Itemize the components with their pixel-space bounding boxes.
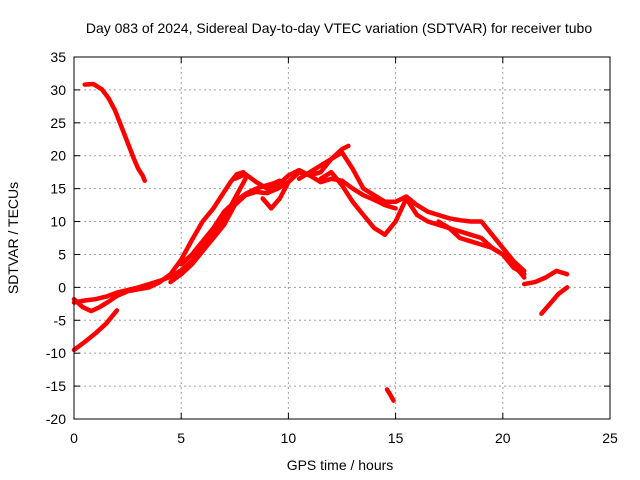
series-arc-5	[168, 179, 291, 285]
y-tick-label: 15	[50, 181, 66, 197]
series-arc-11	[436, 219, 527, 280]
x-tick-label: 0	[70, 430, 78, 446]
x-tick-label: 20	[495, 430, 511, 446]
x-tick-label: 15	[388, 430, 404, 446]
y-tick-label: 25	[50, 115, 66, 131]
y-tick-label: 5	[58, 246, 66, 262]
y-tick-label: 35	[50, 49, 66, 65]
y-tick-label: -15	[46, 378, 66, 394]
y-tick-label: 20	[50, 148, 66, 164]
series-arc-14	[384, 387, 396, 403]
data-series	[71, 81, 570, 403]
y-tick-label: 0	[58, 279, 66, 295]
series-arc-1	[82, 81, 148, 183]
series-arc-13	[539, 285, 570, 316]
series-arc-7	[232, 167, 398, 211]
y-tick-label: -20	[46, 411, 66, 427]
series-arc-2	[71, 308, 120, 353]
y-tick-label: -5	[54, 312, 67, 328]
series-arc-9	[296, 150, 527, 274]
y-tick-label: 30	[50, 82, 66, 98]
chart-title: Day 083 of 2024, Sidereal Day-to-day VTE…	[86, 20, 593, 36]
plot-frame	[73, 56, 611, 420]
x-tick-label: 10	[281, 430, 297, 446]
series-arc-4	[71, 176, 248, 305]
gridlines	[74, 57, 610, 419]
series-arc-12	[521, 268, 570, 287]
axis-ticks: 0 5 10 15 20 25 -20 -15 -10 -5 0 5 10 15 20 25 30 35	[46, 49, 618, 446]
y-axis-label: SDTVAR / TECUs	[5, 182, 21, 294]
y-tick-label: -10	[46, 345, 66, 361]
x-tick-label: 5	[177, 430, 185, 446]
x-axis-label: GPS time / hours	[287, 457, 394, 473]
series-arc-6	[178, 178, 283, 267]
series-arc-3	[71, 169, 246, 314]
y-tick-label: 10	[50, 214, 66, 230]
x-tick-label: 25	[602, 430, 618, 446]
